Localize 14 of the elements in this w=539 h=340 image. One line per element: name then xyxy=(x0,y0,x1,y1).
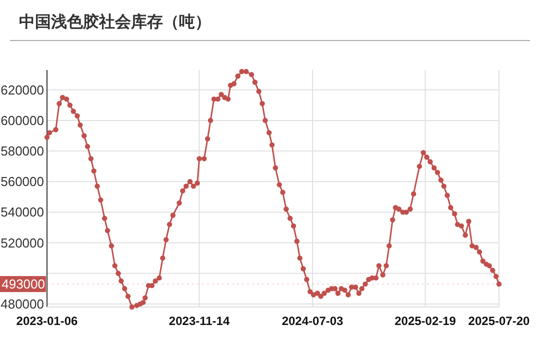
y-tick-label: 600000 xyxy=(0,112,44,128)
chart-title: 中国浅色胶社会库存（吨） xyxy=(19,13,211,31)
y-tick-label: 620000 xyxy=(0,82,44,98)
x-tick-label: 2023-01-06 xyxy=(16,314,78,328)
y-tick-label: 520000 xyxy=(0,235,44,250)
y-tick-label: 560000 xyxy=(0,174,44,190)
x-tick-label: 2023-11-14 xyxy=(168,314,230,328)
x-tick-label: 2025-02-19 xyxy=(394,314,456,328)
x-tick-label: 2024-07-03 xyxy=(282,314,344,328)
y-tick-label: 540000 xyxy=(0,204,44,220)
y-tick-label: 580000 xyxy=(0,144,44,159)
x-tick-label: 2025-07-20 xyxy=(468,314,530,328)
y-tick-label: 480000 xyxy=(0,296,44,312)
ref-line-label: 493000 xyxy=(2,276,45,292)
